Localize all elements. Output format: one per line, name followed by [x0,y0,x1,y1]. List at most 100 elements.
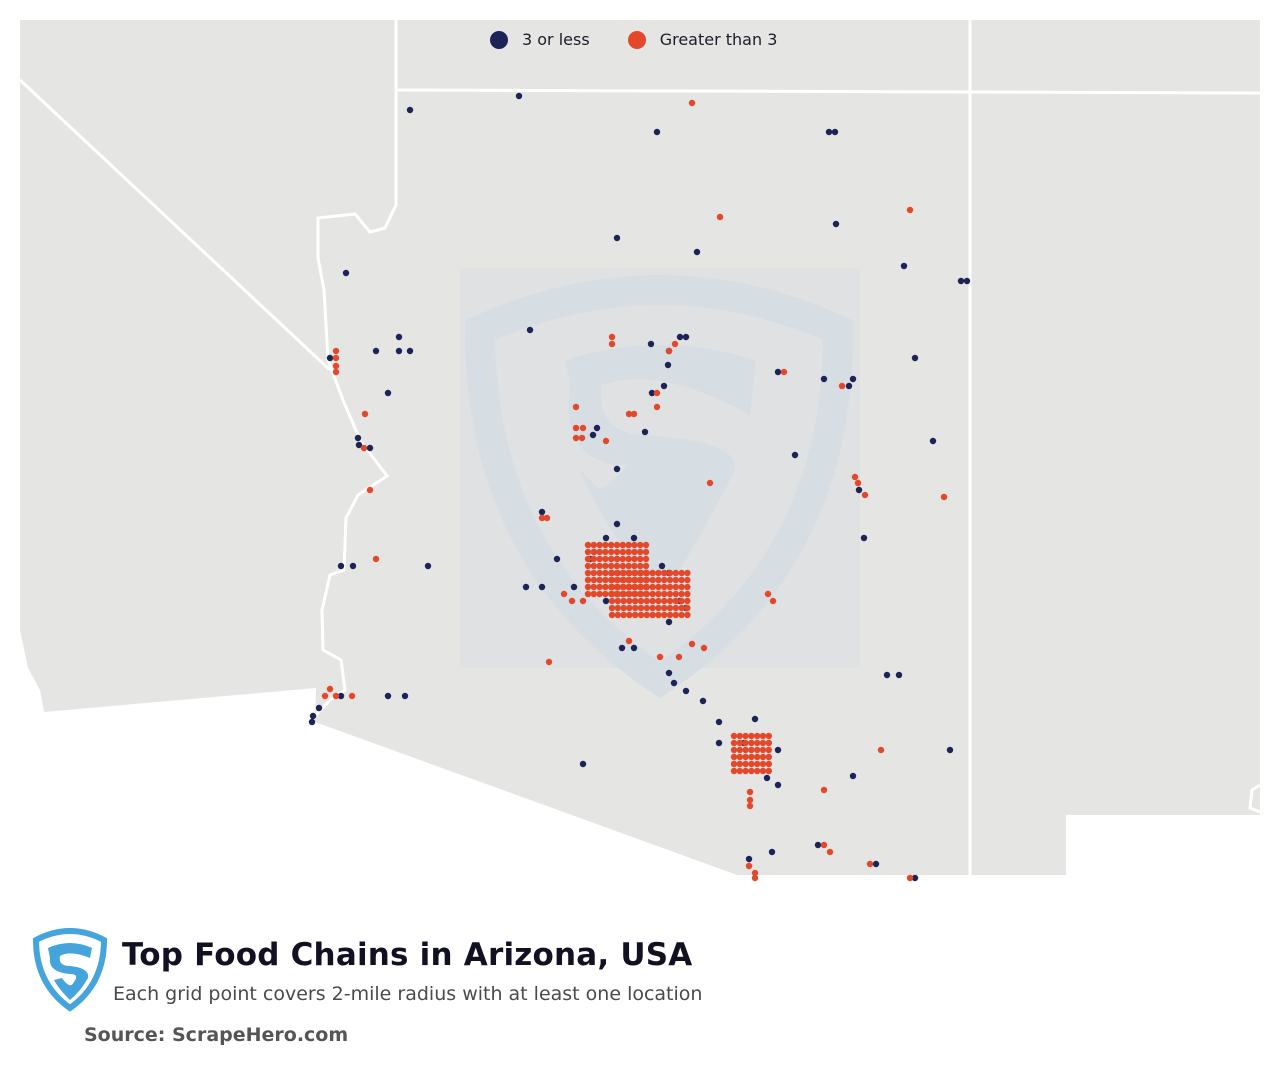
high-point [765,753,772,761]
high-point [748,739,755,747]
high-point [321,692,329,700]
south-east-blank [1066,815,1280,885]
legend-high-label: Greater than 3 [659,30,778,49]
high-point [608,604,616,612]
high-point [661,611,668,619]
high-point [608,562,615,570]
high-point [332,692,340,700]
high-point [632,583,639,591]
map-area: 3 or less Greater than 3 [20,20,1280,885]
high-point [584,576,592,584]
high-point [684,597,691,605]
high-point [655,604,662,612]
high-point [748,753,755,761]
high-point [730,746,738,754]
high-point [765,739,772,747]
high-point [630,410,638,418]
high-point [626,590,633,598]
high-point [625,562,632,570]
high-point [906,206,914,214]
high-point [361,410,369,418]
high-point [759,767,767,775]
legend-low-dot [490,30,508,49]
high-point [596,555,603,563]
gulf-area [20,630,44,712]
high-point [614,576,621,584]
high-point [666,569,674,577]
high-point [746,788,754,796]
high-point [637,541,644,549]
high-point [672,576,679,584]
high-point [614,611,621,619]
high-point [590,555,597,563]
legend-item-high: Greater than 3 [627,30,778,49]
high-point [684,576,691,584]
low-point [831,128,839,136]
high-point [642,555,650,563]
high-point [684,611,691,619]
high-point [626,604,633,612]
high-point [608,541,615,549]
high-point [572,403,580,411]
high-point [608,548,615,556]
low-point [715,739,723,747]
low-point [384,692,392,700]
high-point [360,444,368,452]
high-point [613,555,621,563]
high-point [637,562,644,570]
high-point [637,555,644,563]
high-point [746,802,754,810]
high-point [543,514,551,522]
high-point [332,354,340,362]
high-point [754,732,761,740]
high-point [748,767,755,775]
low-point [372,347,380,355]
high-point [620,611,627,619]
high-point [706,479,714,487]
high-point [672,583,679,591]
low-point [658,562,666,570]
high-point [678,597,685,605]
high-point [653,389,661,397]
high-point [637,604,645,612]
high-point [631,541,638,549]
high-point [906,874,914,882]
high-point [620,597,627,605]
high-point [637,611,645,619]
low-point [791,451,799,459]
high-point [643,583,650,591]
low-point [946,746,954,754]
high-point [754,739,761,747]
high-point [620,569,627,577]
low-point [665,669,673,677]
source-credit: Source: ScrapeHero.com [84,1024,349,1046]
low-point [664,361,672,369]
high-point [684,590,691,598]
high-point [861,491,869,499]
high-point [765,767,772,775]
high-point [366,486,374,494]
high-point [637,569,645,577]
low-point [849,772,857,780]
low-point [768,848,776,856]
high-point [854,479,862,487]
high-point [332,368,340,376]
high-point [632,569,639,577]
high-point [649,590,656,598]
low-point [589,431,597,439]
page-subtitle: Each grid point covers 2-mile radius wit… [113,983,703,1005]
high-point [584,569,592,577]
low-point [630,534,638,542]
high-point [661,590,668,598]
high-point [637,597,645,605]
high-point [759,746,767,754]
high-point [643,569,650,577]
high-point [730,760,738,768]
low-point [676,333,684,341]
high-point [632,611,639,619]
high-point [754,760,761,768]
low-point [424,562,432,570]
high-point [560,590,568,598]
high-point [748,732,755,740]
high-point [684,569,691,577]
